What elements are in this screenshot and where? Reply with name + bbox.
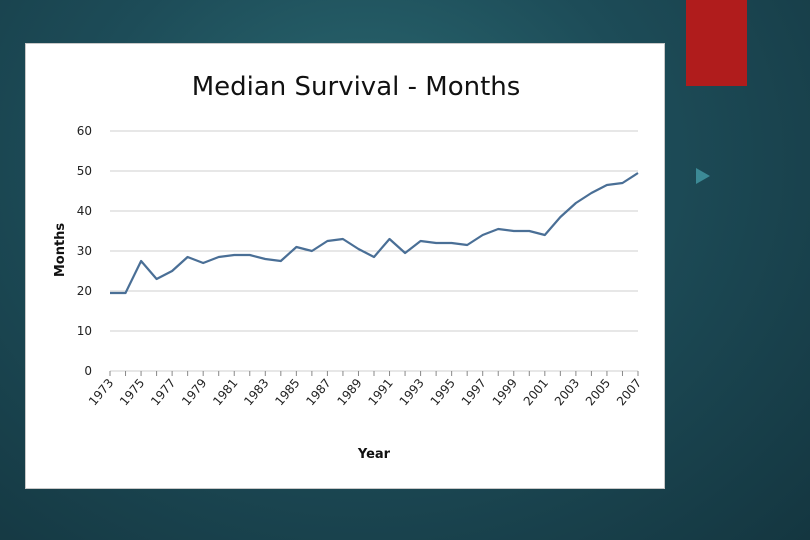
y-tick-label: 30 bbox=[77, 244, 92, 258]
x-tick-label: 1997 bbox=[459, 376, 489, 408]
x-axis bbox=[109, 371, 639, 376]
x-tick-label: 2003 bbox=[552, 376, 582, 408]
x-tick-label: 1981 bbox=[210, 376, 240, 408]
accent-block bbox=[686, 0, 747, 86]
x-tick-labels: 1973 1975 1977 1979 1981 1983 1985 1987 1989 1991… bbox=[86, 376, 644, 408]
x-tick-label: 1999 bbox=[490, 376, 520, 408]
x-tick-label: 1995 bbox=[428, 376, 458, 408]
x-tick-label: 2001 bbox=[521, 376, 551, 408]
x-tick-label: 1973 bbox=[86, 376, 116, 408]
x-tick-label: 1977 bbox=[148, 376, 178, 408]
y-axis-label: Months bbox=[53, 223, 68, 278]
line-chart: Median Survival - Months 0 10 20 30 40 50 60 1… bbox=[53, 72, 644, 462]
chart-panel: Median Survival - Months 0 10 20 30 40 50 60 1… bbox=[25, 43, 665, 489]
y-tick-label: 10 bbox=[77, 324, 92, 338]
x-tick-label: 1993 bbox=[397, 376, 427, 408]
triangle-right-icon bbox=[696, 168, 710, 184]
y-tick-label: 60 bbox=[77, 124, 92, 138]
y-tick-labels: 0 10 20 30 40 50 60 bbox=[77, 124, 92, 378]
x-tick-label: 1989 bbox=[334, 376, 364, 408]
x-axis-label: Year bbox=[357, 447, 391, 462]
y-tick-label: 20 bbox=[77, 284, 92, 298]
x-tick-label: 1979 bbox=[179, 376, 209, 408]
y-tick-label: 0 bbox=[84, 364, 92, 378]
gridlines bbox=[110, 130, 638, 372]
x-tick-label: 2007 bbox=[614, 376, 644, 408]
y-tick-label: 50 bbox=[77, 164, 92, 178]
x-tick-label: 2005 bbox=[583, 376, 613, 408]
series-line bbox=[110, 172, 639, 295]
x-tick-label: 1985 bbox=[272, 376, 302, 408]
y-tick-label: 40 bbox=[77, 204, 92, 218]
x-tick-label: 1987 bbox=[303, 376, 333, 408]
chart-title: Median Survival - Months bbox=[192, 72, 521, 102]
x-tick-label: 1975 bbox=[117, 376, 147, 408]
x-tick-label: 1983 bbox=[241, 376, 271, 408]
x-tick-label: 1991 bbox=[365, 376, 395, 408]
